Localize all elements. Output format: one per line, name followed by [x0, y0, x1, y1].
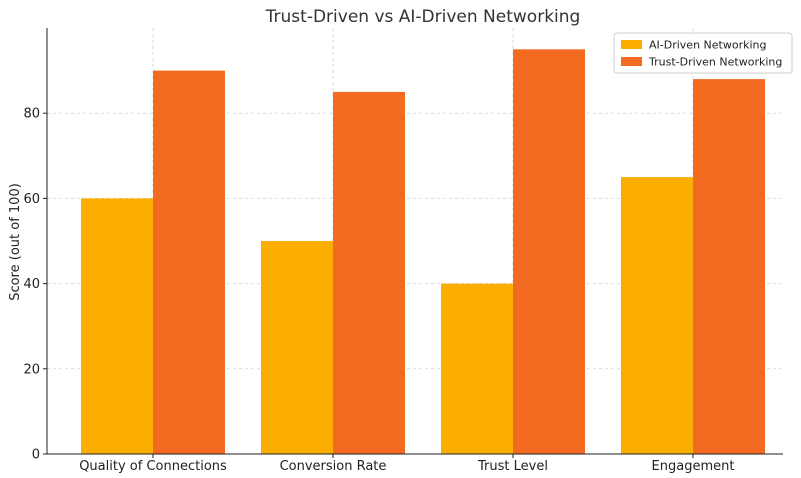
legend-label: Trust-Driven Networking [648, 56, 782, 69]
bar-ai-driven-0 [81, 198, 153, 454]
y-tick-label: 60 [23, 192, 40, 207]
legend-swatch [621, 40, 642, 49]
legend: AI-Driven Networking Trust-Driven Network… [613, 32, 793, 74]
legend-label: AI-Driven Networking [649, 39, 766, 52]
bars [81, 49, 765, 455]
legend-box [613, 32, 793, 74]
x-tick-label: Trust Level [477, 459, 548, 474]
y-ticks: 0 20 40 60 80 [23, 107, 47, 463]
bar-trust-driven-1 [333, 91, 405, 455]
legend-swatch [621, 57, 642, 66]
bar-ai-driven-1 [261, 241, 333, 454]
x-tick-label: Quality of Connections [79, 459, 227, 474]
axes [46, 28, 783, 455]
y-axis-label: Score (out of 100) [8, 183, 23, 301]
bar-trust-driven-2 [513, 49, 585, 455]
bar-ai-driven-3 [621, 177, 693, 454]
x-ticks: Quality of Connections Conversion Rate Tru… [79, 454, 734, 474]
y-tick-label: 80 [23, 107, 40, 122]
bar-trust-driven-0 [153, 70, 225, 454]
chart-title: Trust-Driven vs AI-Driven Networking [265, 7, 581, 27]
bar-trust-driven-3 [693, 79, 765, 455]
y-tick-label: 40 [23, 277, 40, 292]
x-tick-label: Engagement [652, 459, 735, 474]
x-tick-label: Conversion Rate [280, 459, 387, 474]
y-tick-label: 20 [23, 362, 40, 377]
bar-ai-driven-2 [441, 283, 513, 454]
y-tick-label: 0 [32, 448, 40, 463]
